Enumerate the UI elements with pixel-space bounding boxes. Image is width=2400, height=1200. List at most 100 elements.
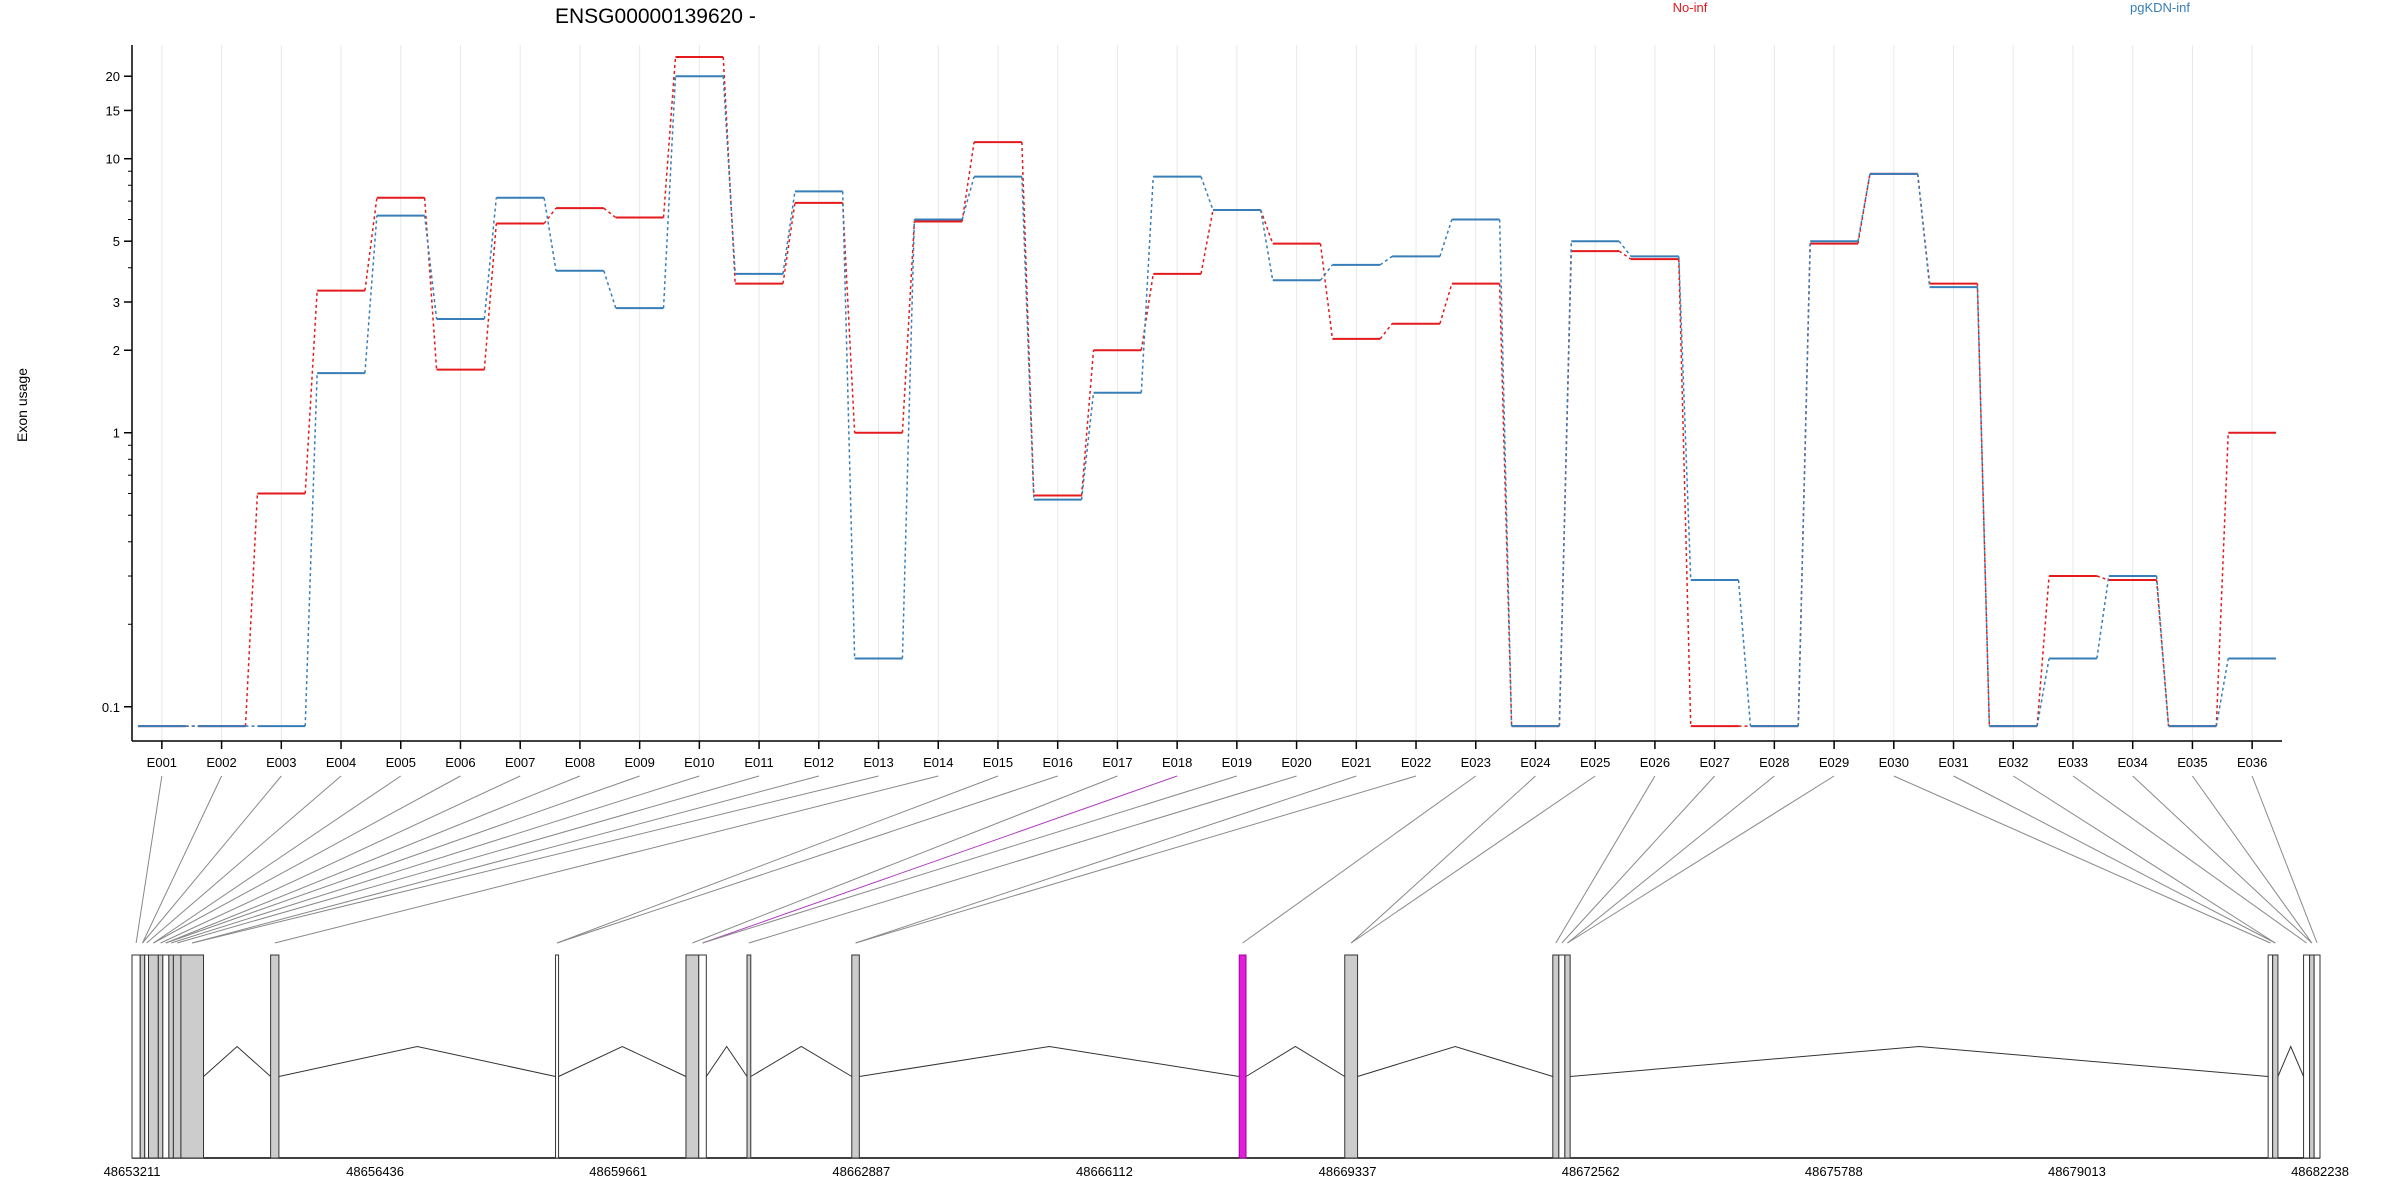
exon-link [1567,775,1775,944]
data-connector [483,223,498,370]
x-tick-label: E034 [2118,755,2148,770]
coordinate-label: 48659661 [589,1164,647,1179]
exon-link [702,775,1178,944]
exon-box [2313,954,2321,1159]
data-connector [662,56,677,218]
exon-link [2192,775,2313,944]
data-connector [1379,255,1393,266]
exon-link [192,775,819,944]
coordinate-label: 48656436 [346,1164,404,1179]
exon-box [1238,954,1247,1159]
x-tick-label: E033 [2058,755,2088,770]
exon-link [556,775,999,944]
data-connector [1140,273,1154,351]
data-connector [2036,575,2050,727]
gene-model: 48653211 48656436 48659661 48662887 48666112… [104,954,2349,1179]
intron-line [1570,1045,2269,1077]
data-connector [1260,209,1274,244]
series-no-inf [137,56,2277,728]
exon-box [851,954,860,1159]
exon-box [162,954,170,1159]
x-tick-label: E001 [147,755,177,770]
exon-box [2272,954,2279,1159]
exon-box [168,954,174,1159]
exon-link [192,775,879,944]
exon-link [2132,775,2313,944]
legend: No-inf pgKDN-inf [1673,0,2191,15]
coordinate-label: 48653211 [104,1164,161,1179]
data-connector [364,197,378,291]
intron-line [2277,1045,2305,1077]
x-tick-label: E012 [804,755,834,770]
y-tick-label: 10 [106,152,120,167]
exon-link [165,775,640,944]
x-tick-label: E026 [1640,755,1670,770]
data-connector [543,197,557,271]
x-tick-label: E032 [1998,755,2028,770]
data-connector [1200,209,1214,275]
exon-link [1893,775,2271,944]
data-connector [1498,219,1513,727]
y-tick-label: 3 [113,295,120,310]
data-connector [2215,658,2229,727]
data-connector [1976,283,1991,727]
legend-entry: No-inf [1673,0,1708,15]
exon-box [2303,954,2311,1159]
exon-link [153,775,461,944]
exon-box [2267,954,2274,1159]
coordinate-label: 48682238 [2291,1164,2349,1179]
data-connector [782,191,796,274]
data-connector [901,219,916,659]
x-tick-label: E009 [624,755,654,770]
data-connector [1618,240,1632,257]
x-tick-label: E004 [326,755,356,770]
data-connector [1916,173,1931,288]
data-connector [244,493,259,727]
x-tick-label: E030 [1879,755,1909,770]
legend-entry: pgKDN-inf [2130,0,2190,15]
data-connector [722,56,736,284]
y-tick-label: 2 [113,343,120,358]
data-connector [1080,350,1095,496]
exon-box [148,954,159,1159]
y-tick-label: 5 [113,234,120,249]
x-tick-label: E023 [1461,755,1491,770]
data-connector [2096,575,2110,659]
intron-line [859,1045,1240,1077]
exon-box [139,954,146,1159]
data-connector [304,290,318,494]
x-tick-label: E024 [1520,755,1550,770]
y-tick-label: 1 [113,426,120,441]
exon-box [698,954,707,1159]
coordinate-label: 48675788 [1805,1164,1863,1179]
data-connector [1021,176,1035,500]
data-connector [1379,323,1393,340]
x-tick-label: E014 [923,755,953,770]
exon-link [177,775,760,944]
exon-link-lines [135,775,2318,944]
exon-box [270,954,280,1159]
exon-link [1350,775,1596,944]
x-tick-label: E019 [1222,755,1252,770]
exon-box [157,954,164,1159]
exon-link [748,775,1297,944]
data-connector [304,373,318,727]
exon-box [2309,954,2315,1159]
data-connector [1200,176,1214,211]
exon-box [555,954,560,1159]
x-tick-label: E031 [1938,755,1968,770]
intron-line [278,1045,556,1077]
x-tick-label: E006 [445,755,475,770]
data-connector [1260,209,1274,281]
data-connector [841,191,856,659]
x-tick-label: E007 [505,755,535,770]
exon-box [1344,954,1359,1159]
x-tick-label: E021 [1341,755,1371,770]
x-tick-label: E020 [1281,755,1311,770]
exon-link [692,775,1118,944]
exon-link [274,775,939,944]
data-connector [782,202,796,284]
exon-box [685,954,700,1159]
data-connector [423,197,438,370]
x-tick-label: E036 [2237,755,2267,770]
